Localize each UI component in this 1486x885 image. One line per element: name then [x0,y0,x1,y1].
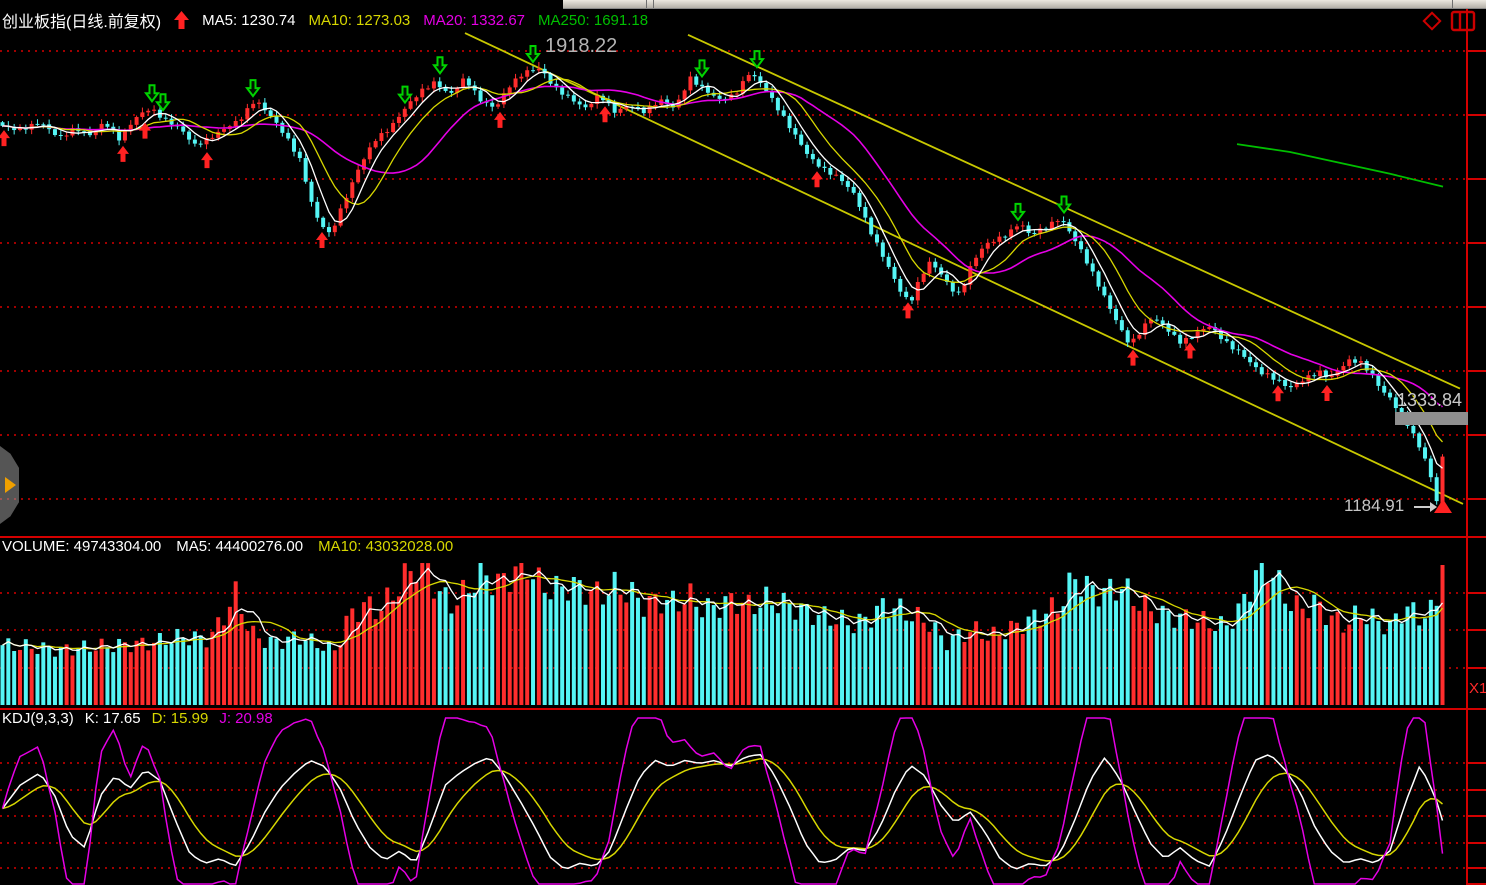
sell-signal-arrow [397,85,413,105]
sell-signal-arrow [432,56,448,75]
volume-bars [0,563,1445,705]
trend-channel [464,32,1464,505]
sell-signal-arrow [144,84,160,103]
ma20-value: MA20: 1332.67 [423,11,526,29]
signal-arrows [0,44,1333,402]
buy-signal-arrow [902,302,914,319]
ma250-value: MA250: 1691.18 [538,11,649,29]
buy-signal-arrow [1127,349,1139,366]
window-tab-strip[interactable] [563,0,1486,9]
expand-arrow-icon [5,477,16,493]
sell-signal-arrow [155,93,171,112]
main-chart-header: 创业板指(日线.前复权) MA5: 1230.74 MA10: 1273.03 … [2,8,648,32]
volume-pane-header: VOLUME: 49743304.00 MA5: 44400276.00 MA1… [2,538,453,555]
ma10-value: MA10: 1273.03 [308,11,411,29]
diamond-icon[interactable] [1421,10,1443,32]
candles [0,62,1445,507]
tab-separator [646,0,647,8]
buy-signal-arrow [201,152,213,169]
sell-signal-arrow [1056,195,1072,215]
tab-separator [653,0,654,8]
low-marker [1414,499,1452,513]
sell-signal-arrow [694,59,710,79]
instrument-title[interactable]: 创业板指(日线.前复权) [2,14,162,31]
side-panel-handle[interactable] [0,446,19,524]
sell-signal-arrow [245,79,261,98]
volume-value: VOLUME: 49743304.00 [2,538,162,555]
volume-ma-lines [2,567,1444,652]
pane-dividers [0,536,1486,710]
volume-ma5-value: MA5: 44400276.00 [176,538,304,555]
kdj-pane-header: KDJ(9,3,3) K: 17.65 D: 15.99 J: 20.98 [2,710,273,727]
buy-signal-arrow [1272,385,1284,402]
price-marker-bar [1395,412,1468,425]
ma-lines [2,71,1443,469]
high-annotation: 1918.22 [545,35,618,57]
ma250-line [1236,143,1444,188]
split-window-icon[interactable] [1450,10,1476,32]
buy-signal-arrow [1184,342,1196,359]
tab-separator [1452,0,1453,8]
volume-ma10-value: MA10: 43032028.00 [318,538,454,555]
sell-signal-arrow [749,50,765,69]
price-marker-label: 1333.84 [1397,390,1463,410]
low-annotation: 1184.91 [1344,496,1405,515]
buy-signal-arrow [811,171,823,188]
kdj-title: KDJ(9,3,3) [2,710,74,727]
volume-axis-unit: X1 [1469,680,1486,697]
buy-signal-arrow [1321,384,1333,401]
buy-signal-arrow [0,130,10,147]
kdj-d-value: D: 15.99 [151,710,209,727]
buy-signal-arrow [117,145,129,162]
ma5-value: MA5: 1230.74 [202,11,296,29]
kdj-lines [1,717,1444,885]
up-arrow-icon [174,11,190,29]
buy-signal-arrow [316,231,328,248]
buy-signal-arrow [139,122,151,139]
gridlines [0,50,1466,869]
chart-toolbar-icons [1421,10,1476,32]
buy-signal-arrow [494,111,506,128]
sell-signal-arrow [1010,202,1026,222]
kdj-j-value: J: 20.98 [219,710,273,727]
kdj-k-value: K: 17.65 [84,710,141,727]
buy-signal-arrow [599,106,611,123]
sell-signal-arrow [525,44,541,64]
right-axis [1466,9,1486,885]
